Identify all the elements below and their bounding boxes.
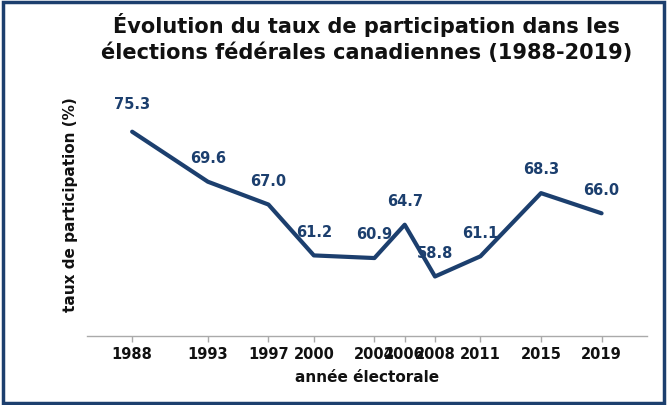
Y-axis label: taux de participation (%): taux de participation (%) — [63, 97, 79, 312]
Text: 75.3: 75.3 — [114, 97, 150, 112]
Text: 61.2: 61.2 — [295, 225, 332, 240]
Text: 58.8: 58.8 — [417, 246, 453, 261]
Text: 66.0: 66.0 — [584, 183, 620, 198]
Text: 61.1: 61.1 — [462, 226, 498, 241]
Text: 64.7: 64.7 — [387, 194, 423, 209]
Text: 60.9: 60.9 — [356, 227, 392, 242]
Text: 67.0: 67.0 — [250, 174, 287, 189]
Title: Évolution du taux de participation dans les
élections fédérales canadiennes (198: Évolution du taux de participation dans … — [101, 13, 632, 63]
X-axis label: année électorale: année électorale — [295, 370, 439, 385]
Text: 69.6: 69.6 — [190, 151, 226, 166]
Text: 68.3: 68.3 — [523, 162, 559, 177]
